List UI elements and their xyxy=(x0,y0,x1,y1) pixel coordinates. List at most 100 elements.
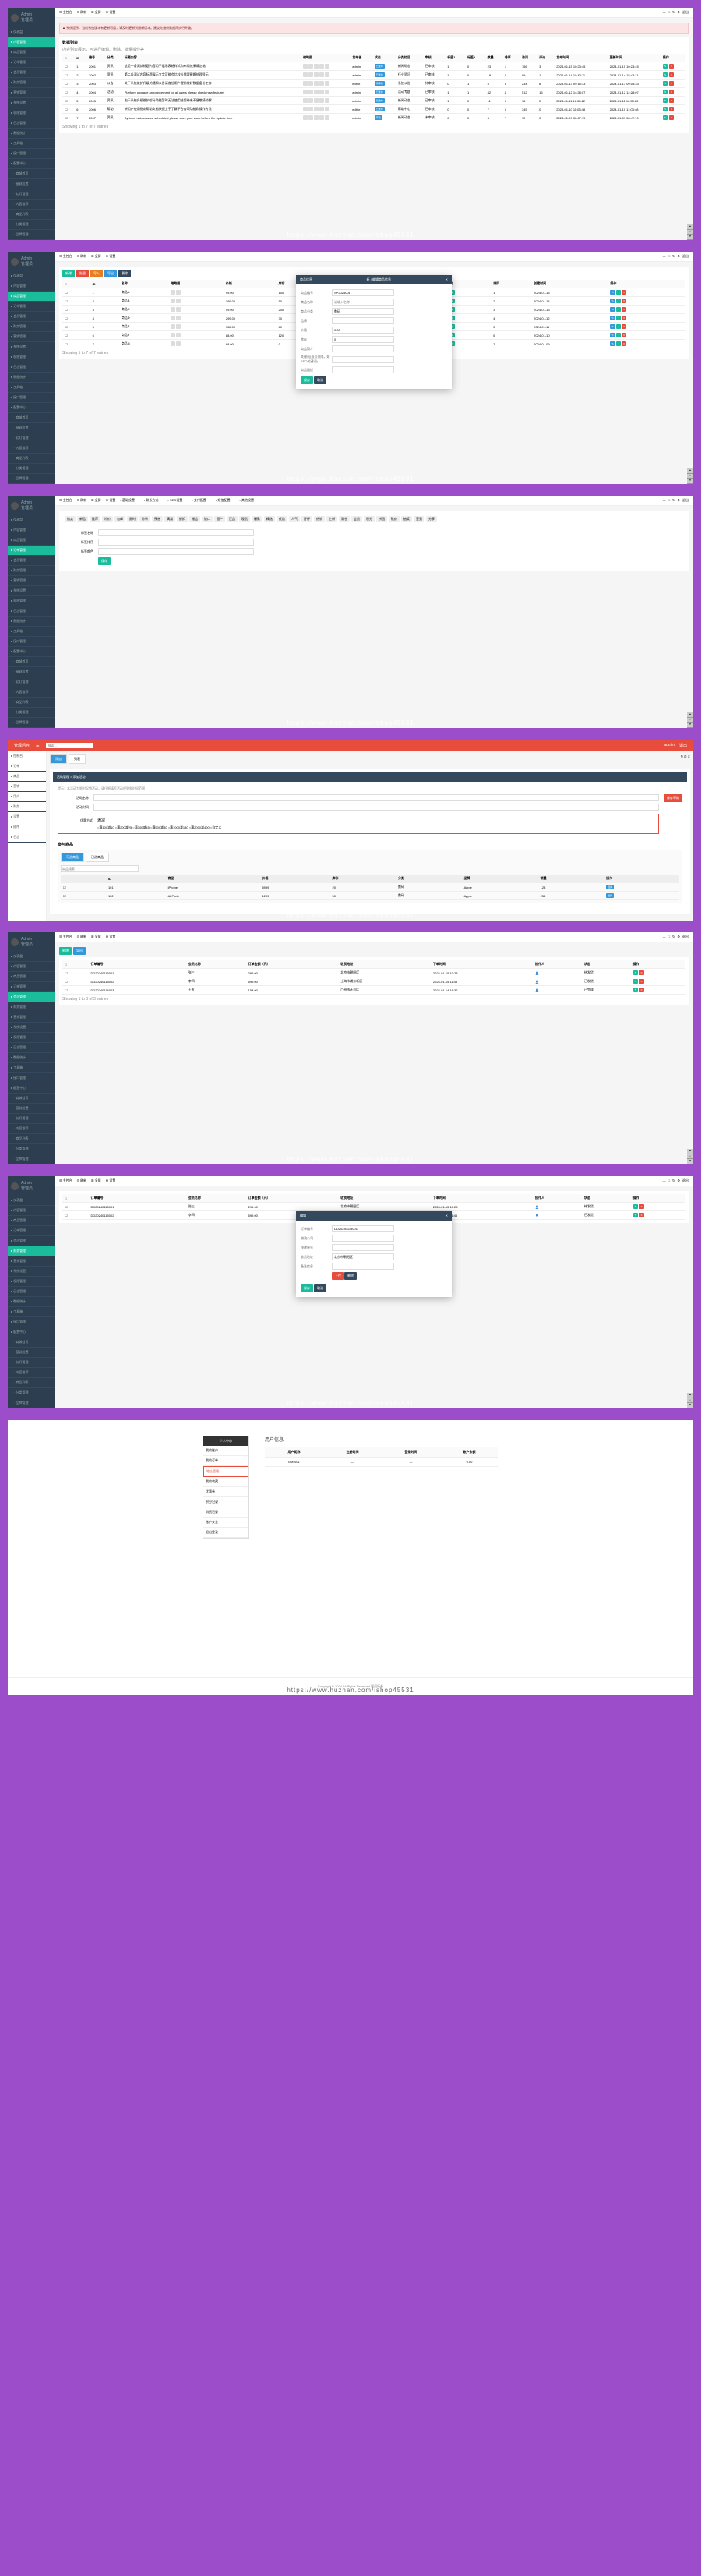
action-button[interactable]: 导出 xyxy=(104,270,117,277)
tag-item[interactable]: 精选 xyxy=(264,516,275,522)
sidebar-item[interactable]: ▸ 订单管理 xyxy=(8,982,55,992)
topbar-action[interactable]: □ xyxy=(668,10,670,15)
user-menu-item[interactable]: 消费记录 xyxy=(203,1507,248,1518)
table-row[interactable]: ☐32003公告关于系统维护升级的通知公告请各位用户提前做好数据备份工作edit… xyxy=(62,80,685,88)
table-row[interactable]: ☐52005资讯由于系统升级维护部分功能暂时无法使用给您带来不便敬请谅解admi… xyxy=(62,97,685,105)
tag-item[interactable]: 分享 xyxy=(426,516,437,522)
user-menu-item[interactable]: 我的收藏 xyxy=(203,1477,248,1487)
sidebar-item[interactable]: ▸ 内容管理 xyxy=(8,281,55,292)
form-input[interactable] xyxy=(98,529,254,536)
sidebar-item[interactable]: ▸ 系统设置 xyxy=(8,342,55,352)
sidebar-subitem[interactable]: · 基础设置 xyxy=(8,1348,55,1358)
sidebar-item[interactable]: ▸ 营销管理 xyxy=(8,576,55,586)
table-row[interactable]: ☐42004活动Platform upgrade announcement fo… xyxy=(62,88,685,97)
sidebar-item[interactable]: ▸ 订单管理 xyxy=(8,1226,55,1236)
modal-input[interactable] xyxy=(332,308,394,315)
modal-input[interactable] xyxy=(332,1235,394,1242)
topbar-item[interactable]: ⚙ 设置 xyxy=(106,1178,116,1183)
tag-item[interactable]: 折扣 xyxy=(177,516,188,522)
sidebar-item[interactable]: ▸ 日志管理 xyxy=(8,1043,55,1053)
topbar-action[interactable]: — xyxy=(663,935,666,939)
sidebar-item[interactable]: ▸ 营销管理 xyxy=(8,1012,55,1023)
topbar-action[interactable]: 退出 xyxy=(682,498,689,503)
sidebar-item[interactable]: ▸ 仪表盘 xyxy=(8,271,55,281)
action-button[interactable]: 导出 xyxy=(73,947,86,955)
sidebar-subitem[interactable]: · 分类管理 xyxy=(8,464,55,474)
sidebar-item[interactable]: ▸ 仪表盘 xyxy=(8,1196,55,1206)
sidebar-item[interactable]: ▸ 会员管理 xyxy=(8,312,55,322)
tag-item[interactable]: 热销 xyxy=(314,516,325,522)
tag-item[interactable]: 清仓 xyxy=(339,516,350,522)
sidebar-item[interactable]: ▸ 内容管理 xyxy=(8,1206,55,1216)
topbar-action[interactable]: — xyxy=(663,1178,666,1183)
sidebar-item[interactable]: ▸ 权限管理 xyxy=(8,1277,55,1287)
tab[interactable]: ▪ 支付配置 xyxy=(192,498,206,503)
user-label[interactable]: admin xyxy=(664,743,675,748)
tab[interactable]: ▪ 短信配置 xyxy=(216,498,231,503)
tab[interactable]: 列表 xyxy=(69,754,86,764)
topbar-item[interactable]: ☰ 主控台 xyxy=(59,935,72,939)
action-button[interactable]: 新增 xyxy=(62,270,75,277)
sidebar-item[interactable]: ▸ 数据统计 xyxy=(8,617,55,627)
sidebar-subitem[interactable]: · 商城首页 xyxy=(8,1094,55,1104)
tag-item[interactable]: 国产 xyxy=(214,516,225,522)
sidebar-subitem[interactable]: · 品牌管理 xyxy=(8,718,55,728)
modal-input[interactable] xyxy=(332,299,394,306)
topbar-action[interactable]: ⚙ xyxy=(677,10,680,15)
topbar-action[interactable]: □ xyxy=(668,1178,670,1183)
table-row[interactable]: ☐101iPhone599920数码Apple128选择 xyxy=(61,883,679,892)
close-icon[interactable]: ✕ xyxy=(446,277,448,282)
tag-item[interactable]: 会员 xyxy=(351,516,362,522)
sidebar-subitem[interactable]: · 品牌管理 xyxy=(8,230,55,240)
modal-input[interactable] xyxy=(332,327,394,334)
sidebar-subitem[interactable]: · 基础设置 xyxy=(8,1104,55,1114)
topbar-action[interactable]: ⚙ xyxy=(677,254,680,259)
sidebar-subitem[interactable]: · 商品列表 xyxy=(8,1134,55,1144)
tag-item[interactable]: 砍价 xyxy=(389,516,400,522)
form-input[interactable] xyxy=(98,548,254,555)
save-draft-button[interactable]: 保存草稿 xyxy=(664,794,682,802)
sidebar-item[interactable]: ▸ 权限管理 xyxy=(8,596,55,606)
sidebar-item[interactable]: ▸ 工具箱 xyxy=(8,627,55,637)
tag-item[interactable]: 好评 xyxy=(301,516,312,522)
topbar-item[interactable]: ⚙ 设置 xyxy=(106,10,116,15)
save-button[interactable]: 保存 xyxy=(98,557,111,565)
sidebar-item[interactable]: ▸ 系统设置 xyxy=(8,1023,55,1033)
menu-item[interactable]: ▸ 用户 xyxy=(8,792,46,802)
user-menu-item[interactable]: 地址管理 xyxy=(203,1466,248,1477)
menu-item[interactable]: ▸ 日志 xyxy=(8,832,46,843)
topbar-action[interactable]: ⚙ xyxy=(677,498,680,503)
tag-item[interactable]: 特价 xyxy=(102,516,113,522)
tab[interactable]: ▪ 联系方式 xyxy=(144,498,159,503)
tag-item[interactable]: 满减 xyxy=(164,516,175,522)
topbar-action[interactable]: ↻ xyxy=(672,1178,675,1183)
topbar-item[interactable]: ⊞ 全屏 xyxy=(91,1178,100,1183)
tab[interactable]: ▪ 基础设置 xyxy=(120,498,135,503)
sidebar-item[interactable]: ▸ 工具箱 xyxy=(8,139,55,149)
sidebar-item[interactable]: ▸ 接口管理 xyxy=(8,1073,55,1083)
sidebar-item[interactable]: ▸ 仪表盘 xyxy=(8,952,55,962)
modal-input[interactable] xyxy=(332,1244,394,1251)
menu-item[interactable]: ▸ 控制台 xyxy=(8,751,46,761)
sidebar-subitem[interactable]: · 内容推荐 xyxy=(8,687,55,698)
topbar-action[interactable]: ↻ xyxy=(672,254,675,259)
topbar-action[interactable]: ↻ xyxy=(672,498,675,503)
sidebar-subitem[interactable]: · 基础设置 xyxy=(8,423,55,433)
topbar-item[interactable]: ☰ 主控台 xyxy=(59,10,72,15)
user-menu-item[interactable]: 优惠券 xyxy=(203,1487,248,1497)
topbar-action[interactable]: 退出 xyxy=(682,254,689,259)
sidebar-item[interactable]: ▸ 财务管理 xyxy=(8,322,55,332)
topbar-item[interactable]: ⚙ 设置 xyxy=(106,935,116,939)
sidebar-item[interactable]: ▸ 接口管理 xyxy=(8,393,55,403)
modal-input[interactable] xyxy=(332,1263,394,1270)
sidebar-subitem[interactable]: · 分类管理 xyxy=(8,220,55,230)
sidebar-subitem[interactable]: · 基础设置 xyxy=(8,179,55,189)
sidebar-subitem[interactable]: · 品牌管理 xyxy=(8,474,55,484)
sidebar-item[interactable]: ▸ 商品管理 xyxy=(8,535,55,546)
tag-item[interactable]: 拼团 xyxy=(376,516,387,522)
sidebar-item[interactable]: ▸ 财务管理 xyxy=(8,1246,55,1256)
sidebar-item[interactable]: ▸ 订单管理 xyxy=(8,58,55,68)
topbar-action[interactable]: ↻ xyxy=(672,10,675,15)
tag-item[interactable]: 现货 xyxy=(239,516,250,522)
action-button[interactable]: 删除 xyxy=(118,270,131,277)
